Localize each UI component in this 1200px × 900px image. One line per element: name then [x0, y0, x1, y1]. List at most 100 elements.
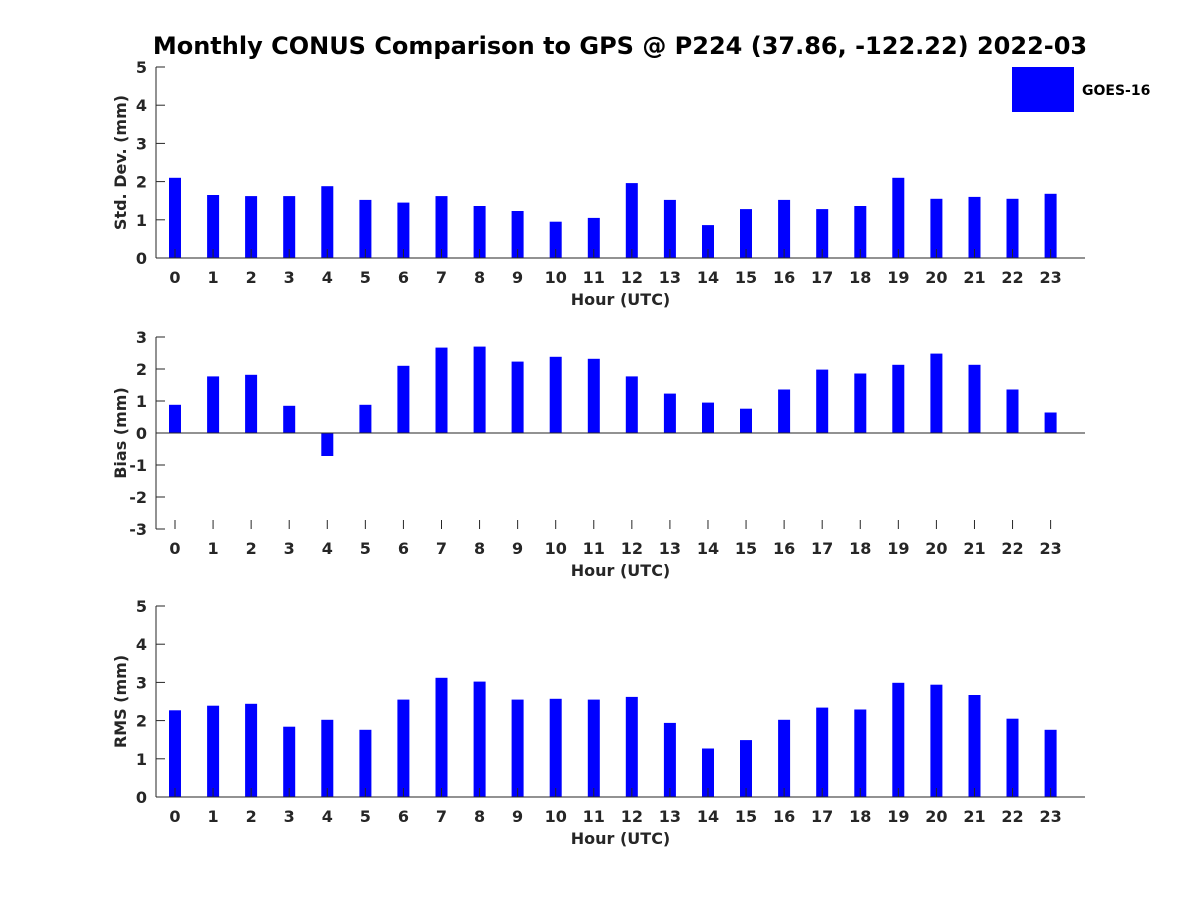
x-tick-label: 2 — [246, 539, 257, 558]
bar — [169, 710, 181, 797]
bar — [397, 365, 410, 433]
bar — [587, 358, 600, 433]
bar — [245, 703, 258, 797]
x-axis-label: Hour (UTC) — [571, 829, 671, 848]
x-tick-label: 22 — [1001, 539, 1023, 558]
legend-swatch — [1012, 67, 1074, 112]
chart-title: Monthly CONUS Comparison to GPS @ P224 (… — [153, 32, 1087, 60]
bar — [892, 364, 905, 433]
x-tick-label: 7 — [436, 807, 447, 826]
y-tick-label: 4 — [136, 635, 147, 654]
bar — [397, 699, 410, 797]
bar — [359, 404, 372, 433]
bar — [930, 684, 943, 797]
bar — [740, 209, 752, 258]
x-tick-label: 1 — [207, 268, 218, 287]
x-tick-label: 17 — [811, 539, 833, 558]
x-tick-label: 13 — [659, 539, 681, 558]
bar — [511, 211, 524, 258]
bar — [930, 198, 943, 258]
bar — [473, 206, 486, 258]
y-tick-label: 2 — [136, 360, 147, 379]
bar — [1044, 193, 1057, 258]
bar — [968, 196, 981, 258]
x-tick-label: 18 — [849, 268, 871, 287]
bar — [549, 698, 562, 797]
bar — [892, 682, 905, 797]
bar — [778, 199, 791, 258]
bar — [283, 196, 296, 258]
x-tick-label: 22 — [1001, 807, 1023, 826]
bar — [511, 361, 524, 433]
bar — [359, 199, 372, 258]
x-tick-label: 7 — [436, 268, 447, 287]
x-tick-label: 10 — [545, 539, 567, 558]
bar — [778, 719, 791, 797]
bar — [587, 699, 600, 797]
y-axis-label: RMS (mm) — [111, 655, 130, 748]
bar — [207, 376, 220, 433]
y-tick-label: 0 — [136, 249, 147, 268]
x-tick-label: 16 — [773, 268, 795, 287]
bar — [854, 373, 867, 433]
x-tick-label: 9 — [512, 807, 523, 826]
x-tick-label: 19 — [887, 807, 909, 826]
bar — [169, 177, 181, 258]
bar — [854, 709, 867, 797]
x-tick-label: 12 — [621, 807, 643, 826]
bar — [1044, 729, 1057, 797]
bar — [283, 726, 296, 797]
bar — [663, 199, 676, 258]
x-tick-label: 20 — [925, 539, 947, 558]
x-tick-label: 12 — [621, 539, 643, 558]
bar — [740, 408, 752, 433]
y-tick-label: 1 — [136, 211, 147, 230]
bar — [549, 356, 562, 433]
x-tick-label: 2 — [246, 807, 257, 826]
x-tick-label: 9 — [512, 539, 523, 558]
x-tick-label: 19 — [887, 539, 909, 558]
x-tick-label: 18 — [849, 539, 871, 558]
x-tick-label: 18 — [849, 807, 871, 826]
x-tick-label: 4 — [322, 807, 333, 826]
bar — [245, 374, 258, 433]
x-tick-label: 14 — [697, 807, 719, 826]
bar — [1044, 412, 1057, 433]
bar — [702, 748, 714, 797]
x-tick-label: 6 — [398, 807, 409, 826]
y-tick-label: 1 — [136, 750, 147, 769]
x-tick-label: 15 — [735, 539, 757, 558]
bar — [1006, 389, 1019, 433]
x-tick-label: 0 — [169, 539, 180, 558]
x-tick-label: 0 — [169, 807, 180, 826]
bar — [625, 183, 638, 258]
x-tick-label: 12 — [621, 268, 643, 287]
x-tick-label: 16 — [773, 539, 795, 558]
x-tick-label: 21 — [963, 539, 985, 558]
x-tick-label: 8 — [474, 539, 485, 558]
bar — [473, 346, 486, 433]
x-tick-label: 1 — [207, 539, 218, 558]
y-tick-label: 0 — [136, 788, 147, 807]
bar — [321, 186, 334, 258]
x-tick-label: 20 — [925, 268, 947, 287]
x-tick-label: 8 — [474, 268, 485, 287]
x-tick-label: 17 — [811, 807, 833, 826]
x-tick-label: 11 — [583, 268, 605, 287]
x-tick-label: 6 — [398, 268, 409, 287]
legend-label: GOES-16 — [1082, 83, 1150, 99]
bar — [587, 217, 600, 258]
x-axis-label: Hour (UTC) — [571, 561, 671, 580]
x-tick-label: 7 — [436, 539, 447, 558]
x-tick-label: 1 — [207, 807, 218, 826]
bar — [930, 353, 943, 433]
y-axis-label: Std. Dev. (mm) — [111, 95, 130, 230]
bar — [435, 347, 448, 433]
x-tick-label: 4 — [322, 268, 333, 287]
x-tick-label: 23 — [1039, 807, 1061, 826]
x-tick-label: 2 — [246, 268, 257, 287]
x-tick-label: 20 — [925, 807, 947, 826]
x-tick-label: 10 — [545, 807, 567, 826]
